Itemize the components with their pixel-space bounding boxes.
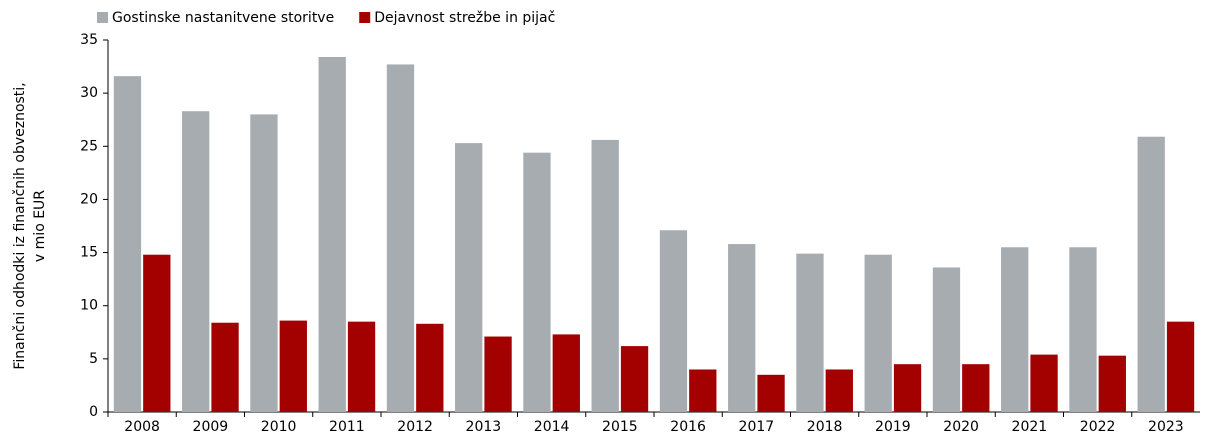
- x-tick-label: 2013: [466, 419, 502, 435]
- y-tick-label: 10: [80, 298, 98, 314]
- bar: [386, 64, 415, 413]
- bar: [1166, 321, 1195, 412]
- x-tick-label: 2018: [807, 419, 843, 435]
- bar: [659, 230, 688, 412]
- bar: [689, 369, 717, 412]
- bar: [143, 254, 171, 412]
- bar: [864, 254, 892, 412]
- bar: [113, 76, 142, 412]
- bar: [620, 346, 649, 412]
- x-tick-label: 2012: [397, 419, 433, 435]
- x-tick-label: 2017: [739, 419, 775, 435]
- x-tick-label: 2022: [1080, 419, 1116, 435]
- x-tick-label: 2023: [1148, 419, 1184, 435]
- bar: [484, 336, 512, 412]
- x-tick-label: 2021: [1012, 419, 1048, 435]
- legend-swatch: [359, 12, 371, 23]
- x-tick-label: 2019: [875, 419, 911, 435]
- x-tick-label: 2008: [124, 419, 160, 435]
- bar: [523, 152, 551, 413]
- x-tick-label: 2016: [670, 419, 706, 435]
- y-axis-label: Finančni odhodki iz finančnih obveznosti…: [12, 82, 28, 369]
- y-tick-label: 30: [80, 85, 98, 101]
- bar: [1098, 355, 1126, 412]
- bar: [182, 111, 210, 412]
- bar: [347, 321, 376, 412]
- x-tick-label: 2020: [943, 419, 979, 435]
- bar: [728, 244, 756, 412]
- bar: [1030, 354, 1058, 412]
- x-tick-label: 2009: [193, 419, 229, 435]
- bar: [1069, 247, 1097, 412]
- bar: [893, 364, 922, 412]
- y-tick-label: 5: [89, 351, 98, 367]
- bar: [932, 267, 961, 412]
- x-tick-label: 2010: [261, 419, 297, 435]
- bar: [962, 364, 990, 412]
- bar: [279, 320, 307, 412]
- bar: [416, 323, 444, 412]
- bar: [1001, 247, 1029, 412]
- bar: [211, 322, 239, 412]
- legend-label: Gostinske nastanitvene storitve: [112, 10, 334, 26]
- x-tick-label: 2014: [534, 419, 570, 435]
- y-tick-label: 0: [89, 404, 98, 420]
- y-tick-label: 35: [80, 32, 98, 48]
- bar: [757, 374, 785, 412]
- y-tick-label: 20: [80, 191, 98, 207]
- bar: [1137, 136, 1165, 412]
- bar: [552, 334, 580, 412]
- bar: [796, 253, 824, 412]
- bar: [591, 139, 619, 412]
- legend-swatch: [97, 12, 108, 23]
- bar: [825, 369, 853, 412]
- y-tick-label: 25: [80, 138, 98, 154]
- bar: [250, 114, 278, 413]
- x-tick-label: 2011: [329, 419, 365, 435]
- legend-label: Dejavnost strežbe in pijač: [374, 10, 555, 26]
- x-tick-label: 2015: [602, 419, 638, 435]
- bar: [455, 143, 483, 412]
- bar: [318, 57, 346, 413]
- y-tick-label: 15: [80, 245, 98, 261]
- y-axis-label: v mio EUR: [32, 190, 48, 262]
